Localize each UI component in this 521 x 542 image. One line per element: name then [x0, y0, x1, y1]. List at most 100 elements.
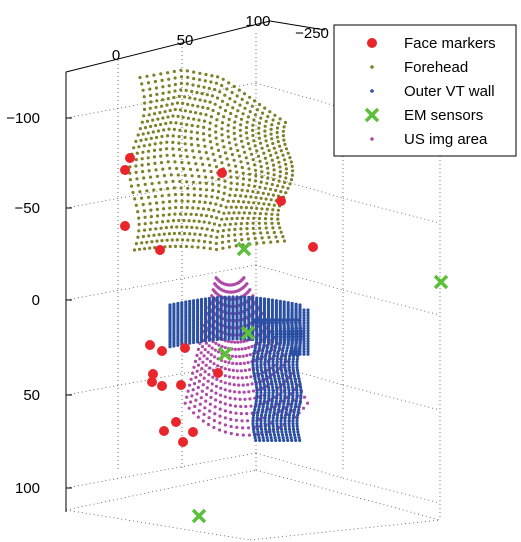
outer-vt-wall-dot [196, 300, 200, 304]
outer-vt-wall-dot [180, 323, 184, 327]
outer-vt-wall-dot [215, 307, 219, 311]
outer-vt-wall-dot [203, 304, 208, 308]
forehead-dot [235, 182, 239, 186]
outer-vt-wall-dot [262, 402, 266, 406]
outer-vt-wall-dot [274, 324, 278, 328]
outer-vt-wall-dot [255, 424, 259, 428]
outer-vt-wall-dot [262, 299, 267, 303]
forehead-dot [134, 164, 138, 168]
outer-vt-wall-dot [294, 329, 298, 333]
us-img-area-dot [213, 412, 217, 416]
us-img-area-dot [210, 382, 214, 386]
outer-vt-wall-dot [278, 321, 282, 325]
forehead-dot [193, 97, 197, 101]
forehead-dot [172, 69, 176, 74]
forehead-dot [237, 88, 241, 92]
forehead-dot [245, 136, 249, 140]
outer-vt-wall-dot [188, 304, 192, 308]
outer-vt-wall-dot [261, 405, 265, 409]
forehead-dot [229, 187, 233, 191]
forehead-dot [133, 197, 137, 201]
outer-vt-wall-dot [277, 346, 281, 350]
forehead-dot [279, 190, 283, 194]
outer-vt-wall-dot [293, 436, 297, 440]
forehead-dot [165, 153, 169, 157]
forehead-dot [134, 139, 138, 143]
outer-vt-wall-dot [288, 410, 292, 414]
us-img-area-dot [214, 398, 218, 402]
us-img-area-dot [246, 361, 250, 365]
outer-vt-wall-dot [282, 380, 286, 384]
us-img-area-dot [228, 403, 232, 407]
outer-vt-wall-dot [252, 413, 256, 417]
outer-vt-wall-dot [283, 416, 287, 420]
outer-vt-wall-dot [273, 377, 277, 381]
outer-vt-wall-dot [291, 396, 295, 400]
forehead-dot [201, 207, 206, 211]
forehead-dot [142, 114, 146, 118]
outer-vt-wall-dot [219, 328, 223, 332]
outer-vt-wall-dot [255, 396, 259, 400]
us-img-area-dot [205, 386, 209, 390]
forehead-dot [234, 222, 238, 226]
outer-vt-wall-dot [272, 374, 276, 378]
outer-vt-wall-dot [265, 408, 269, 412]
top-tick-label: 50 [177, 32, 194, 49]
us-img-area-dot [204, 399, 208, 403]
outer-vt-wall-dot [291, 385, 295, 389]
outer-vt-wall-dot [254, 380, 258, 384]
forehead-dot [245, 221, 249, 225]
us-img-area-dot [245, 353, 249, 358]
outer-vt-wall-dot [251, 320, 255, 324]
outer-vt-wall-dot [251, 419, 255, 423]
outer-vt-wall-dot [239, 321, 243, 326]
forehead-dot [214, 124, 218, 128]
outer-vt-wall-dot [287, 335, 291, 339]
outer-vt-wall-dot [265, 318, 269, 322]
forehead-dot [167, 90, 171, 94]
outer-vt-wall-dot [281, 408, 285, 412]
outer-vt-wall-dot [196, 320, 200, 324]
forehead-dot [253, 163, 257, 167]
outer-vt-wall-dot [284, 371, 288, 375]
forehead-dot [254, 174, 258, 178]
outer-vt-wall-dot [286, 312, 290, 316]
outer-vt-wall-dot [247, 306, 251, 310]
forehead-dot [172, 153, 176, 157]
forehead-dot [245, 227, 249, 231]
outer-vt-wall-dot [252, 433, 257, 437]
forehead-dot [207, 221, 211, 225]
outer-vt-wall-dot [283, 396, 287, 400]
us-img-area-dot [196, 385, 200, 390]
forehead-dot [220, 99, 225, 103]
outer-vt-wall-dot [199, 333, 204, 337]
outer-vt-wall-dot [267, 388, 271, 392]
outer-vt-wall-dot [219, 306, 223, 310]
outer-vt-wall-dot [287, 366, 291, 370]
forehead-dot [197, 239, 201, 243]
outer-vt-wall-dot [280, 352, 284, 356]
outer-vt-wall-dot [255, 419, 259, 423]
forehead-dot [197, 84, 201, 88]
outer-vt-wall-dot [306, 331, 310, 335]
forehead-dot [173, 244, 178, 248]
forehead-dot [257, 131, 261, 135]
grid-line [255, 469, 441, 521]
outer-vt-wall-dot [231, 319, 235, 323]
outer-vt-wall-dot [223, 300, 227, 304]
outer-vt-wall-dot [215, 337, 219, 342]
outer-vt-wall-dot [223, 315, 227, 319]
outer-vt-wall-dot [295, 363, 299, 367]
forehead-dot [269, 240, 273, 244]
us-img-area-dot [219, 393, 223, 397]
outer-vt-wall-dot [298, 334, 302, 338]
us-img-area-dot [217, 343, 221, 347]
outer-vt-wall-dot [283, 385, 287, 389]
us-img-area-dot [229, 340, 234, 344]
outer-vt-wall-dot [192, 327, 196, 331]
us-img-area-dot [212, 362, 216, 366]
forehead-dot [244, 156, 248, 160]
forehead-dot [184, 129, 188, 133]
outer-vt-wall-dot [223, 335, 227, 339]
forehead-dot [180, 238, 185, 242]
